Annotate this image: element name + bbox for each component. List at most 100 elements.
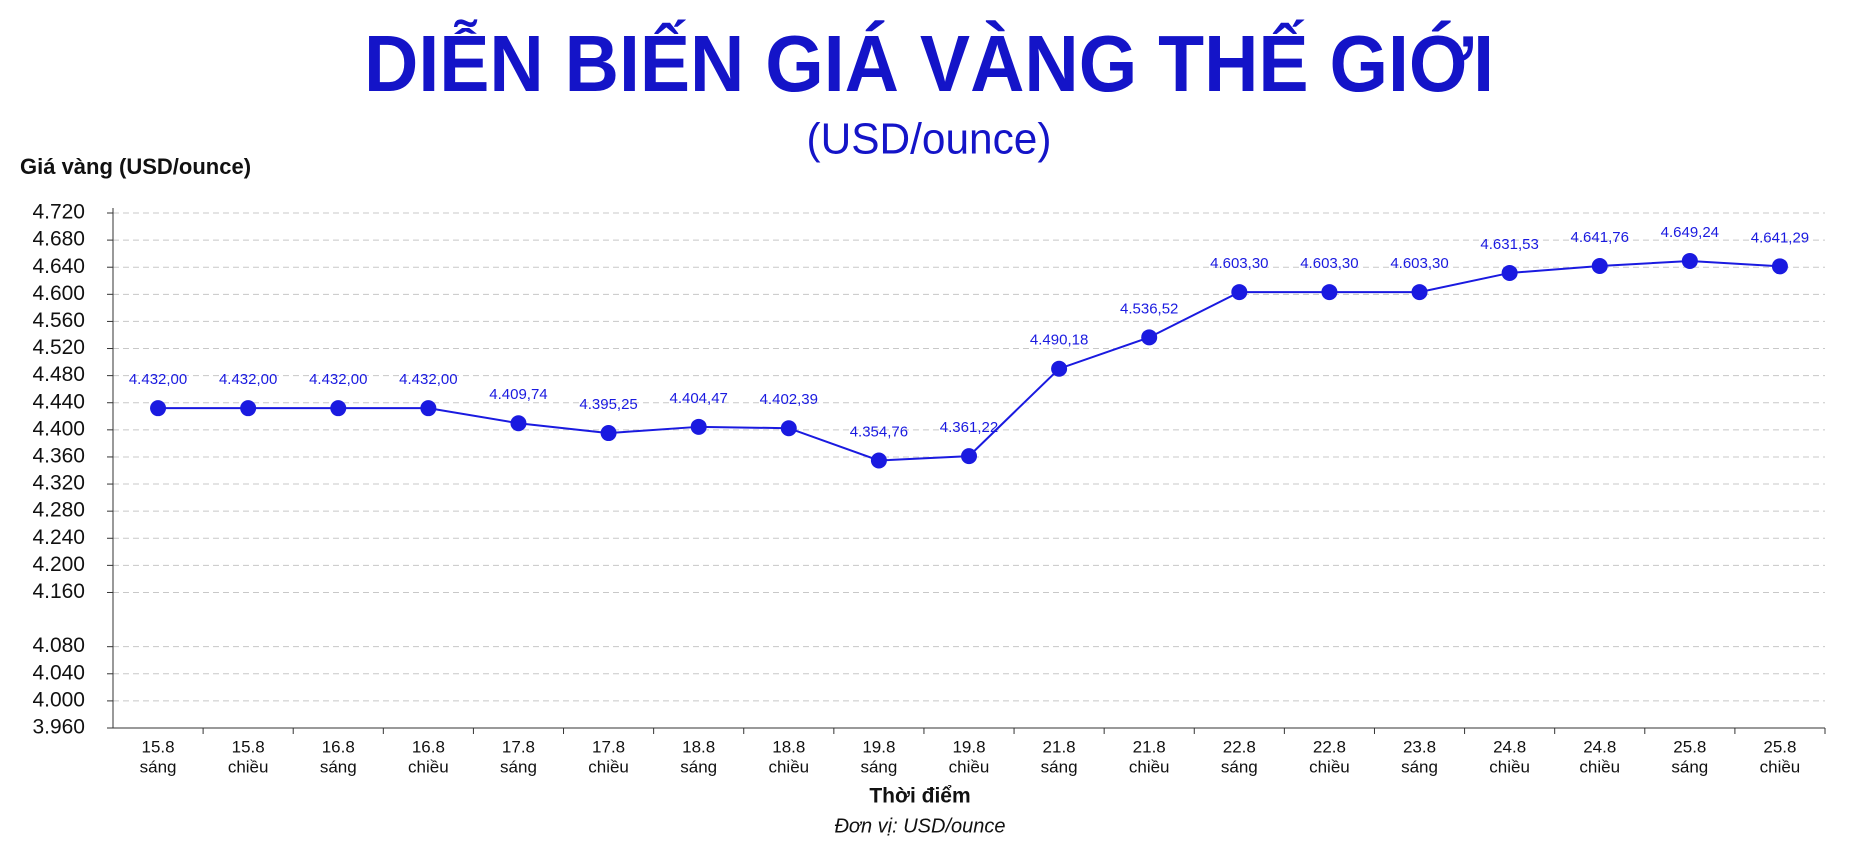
y-tick-label: 4.240 [32, 526, 85, 549]
x-tick-label: chiều [228, 757, 269, 776]
y-tick-label: 4.600 [32, 282, 85, 305]
y-tick-label: 4.280 [32, 499, 85, 522]
x-tick-label: sáng [320, 757, 357, 776]
x-tick-label: chiều [408, 757, 449, 776]
data-label: 4.354,76 [850, 423, 908, 440]
x-tick-label: 21.8 [1043, 737, 1076, 756]
y-tick-label: 4.160 [32, 580, 85, 603]
data-point [420, 400, 437, 417]
data-label: 4.641,29 [1751, 229, 1809, 246]
x-tick-label: 22.8 [1313, 737, 1346, 756]
data-point [1591, 258, 1608, 275]
x-tick-label: chiều [1489, 757, 1530, 776]
data-point [1501, 264, 1518, 281]
data-point [1231, 284, 1248, 301]
data-point [690, 418, 707, 435]
x-axis-title: Thời điểm [869, 785, 970, 808]
data-label: 4.432,00 [399, 371, 457, 388]
data-point [1411, 284, 1428, 301]
data-label: 4.641,76 [1571, 229, 1629, 246]
x-tick-label: 24.8 [1583, 737, 1616, 756]
x-tick-label: 23.8 [1403, 737, 1436, 756]
y-axis-title: Giá vàng (USD/ounce) [20, 154, 251, 179]
data-label: 4.603,30 [1300, 255, 1358, 272]
y-tick-label: 4.360 [32, 444, 85, 467]
x-tick-label: 17.8 [502, 737, 535, 756]
y-tick-label: 4.000 [32, 688, 85, 711]
data-point [1771, 258, 1788, 275]
unit-note: Đơn vị: USD/ounce [834, 815, 1005, 837]
x-tick-label: 16.8 [322, 737, 355, 756]
x-tick-label: sáng [1671, 757, 1708, 776]
x-tick-label: 18.8 [772, 737, 805, 756]
data-point [510, 415, 527, 432]
y-tick-label: 4.480 [32, 363, 85, 386]
x-tick-label: sáng [680, 757, 717, 776]
data-point [1051, 360, 1068, 377]
data-point [1141, 329, 1158, 346]
data-label: 4.432,00 [129, 371, 187, 388]
y-tick-label: 4.720 [32, 201, 85, 224]
y-tick-label: 4.080 [32, 634, 85, 657]
data-label: 4.603,30 [1390, 255, 1448, 272]
data-label: 4.631,53 [1480, 236, 1538, 253]
x-tick-label: 22.8 [1223, 737, 1256, 756]
y-tick-label: 4.320 [32, 472, 85, 495]
x-tick-label: 19.8 [952, 737, 985, 756]
x-tick-label: 25.8 [1673, 737, 1706, 756]
data-label: 4.432,00 [309, 371, 367, 388]
x-tick-label: 24.8 [1493, 737, 1526, 756]
x-tick-label: chiều [768, 757, 809, 776]
y-tick-label: 4.200 [32, 553, 85, 576]
data-point [600, 425, 617, 442]
y-tick-label: 4.640 [32, 255, 85, 278]
data-label: 4.432,00 [219, 371, 277, 388]
data-point [1681, 252, 1698, 269]
data-label: 4.490,18 [1030, 332, 1088, 349]
data-point [330, 400, 347, 417]
data-point [780, 420, 797, 437]
x-tick-label: 25.8 [1763, 737, 1796, 756]
data-point [870, 452, 887, 469]
chart-title: DIỄN BIẾN GIÁ VÀNG THẾ GIỚI [364, 19, 1494, 108]
data-label: 4.649,24 [1661, 224, 1719, 241]
y-tick-label: 4.400 [32, 417, 85, 440]
data-label: 4.402,39 [760, 391, 818, 408]
x-tick-label: sáng [500, 757, 537, 776]
data-point [240, 400, 257, 417]
y-tick-label: 4.040 [32, 661, 85, 684]
data-point [150, 400, 167, 417]
data-label: 4.404,47 [669, 390, 727, 407]
x-tick-label: 19.8 [862, 737, 895, 756]
data-label: 4.409,74 [489, 386, 547, 403]
x-tick-label: chiều [949, 757, 990, 776]
x-tick-label: 15.8 [232, 737, 265, 756]
x-tick-label: sáng [860, 757, 897, 776]
data-label: 4.395,25 [579, 396, 637, 413]
x-tick-label: sáng [140, 757, 177, 776]
y-tick-label: 4.680 [32, 228, 85, 251]
x-tick-label: sáng [1221, 757, 1258, 776]
data-point [961, 448, 977, 465]
x-tick-label: sáng [1041, 757, 1078, 776]
x-tick-label: chiều [1760, 757, 1801, 776]
x-tick-label: 18.8 [682, 737, 715, 756]
y-tick-label: 3.960 [32, 716, 85, 739]
chart-subtitle: (USD/ounce) [807, 115, 1052, 164]
x-tick-label: chiều [1129, 757, 1170, 776]
data-point [1321, 284, 1338, 301]
y-tick-label: 4.560 [32, 309, 85, 332]
x-tick-label: 17.8 [592, 737, 625, 756]
data-label: 4.536,52 [1120, 300, 1178, 317]
x-tick-label: 21.8 [1133, 737, 1166, 756]
x-tick-label: 16.8 [412, 737, 445, 756]
x-tick-label: chiều [588, 757, 629, 776]
data-label: 4.603,30 [1210, 255, 1268, 272]
data-label: 4.361,22 [940, 419, 998, 436]
x-tick-label: chiều [1579, 757, 1620, 776]
y-tick-label: 4.520 [32, 336, 85, 359]
x-tick-label: sáng [1401, 757, 1438, 776]
x-tick-label: 15.8 [142, 737, 175, 756]
x-tick-label: chiều [1309, 757, 1350, 776]
